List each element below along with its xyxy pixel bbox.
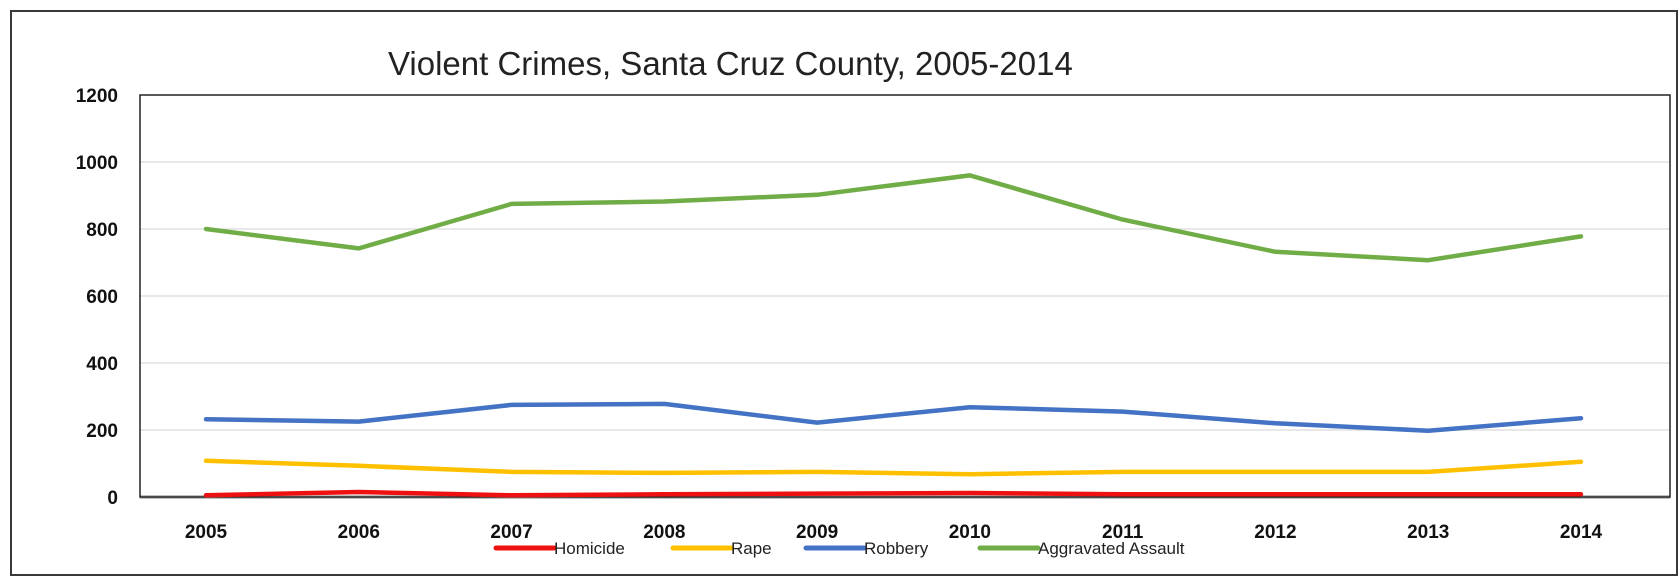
x-tick-label: 2006 — [338, 522, 380, 543]
y-tick-label: 200 — [86, 421, 118, 442]
series-line-robbery — [203, 401, 1584, 433]
y-tick-label: 0 — [107, 488, 118, 509]
x-tick-label: 2007 — [490, 522, 532, 543]
x-tick-label: 2014 — [1560, 522, 1603, 543]
y-tick-label: 1200 — [76, 86, 118, 107]
y-tick-label: 400 — [86, 354, 118, 375]
series-line-homicide — [203, 489, 1584, 498]
x-tick-label: 2005 — [185, 522, 228, 543]
x-tick-label: 2013 — [1407, 522, 1449, 543]
x-tick-label: 2008 — [643, 522, 685, 543]
x-axis: 2005 2006 2007 2008 2009 2010 2011 2012 2013 2014 — [185, 522, 1603, 543]
series-line-rape — [203, 458, 1584, 477]
legend-label: Rape — [731, 539, 772, 558]
y-tick-label: 600 — [86, 287, 118, 308]
plot-area — [139, 94, 1671, 498]
y-axis: 0 200 400 600 800 1000 1200 — [76, 86, 118, 509]
gridlines — [140, 161, 1670, 499]
series-line-aggravated-assault — [203, 173, 1584, 263]
x-tick-label: 2012 — [1254, 522, 1296, 543]
legend-label: Aggravated Assault — [1038, 539, 1185, 558]
legend: Homicide Rape Robbery Aggravated Assault — [493, 539, 1185, 558]
x-tick-label: 2010 — [949, 522, 991, 543]
legend-label: Robbery — [864, 539, 929, 558]
y-tick-label: 800 — [86, 220, 118, 241]
x-tick-label: 2009 — [796, 522, 838, 543]
series-lines — [203, 173, 1584, 498]
chart-frame — [10, 10, 1678, 576]
chart-title: Violent Crimes, Santa Cruz County, 2005-… — [388, 45, 1073, 82]
legend-label: Homicide — [554, 539, 625, 558]
y-tick-label: 1000 — [76, 153, 118, 174]
x-tick-label: 2011 — [1102, 522, 1144, 543]
